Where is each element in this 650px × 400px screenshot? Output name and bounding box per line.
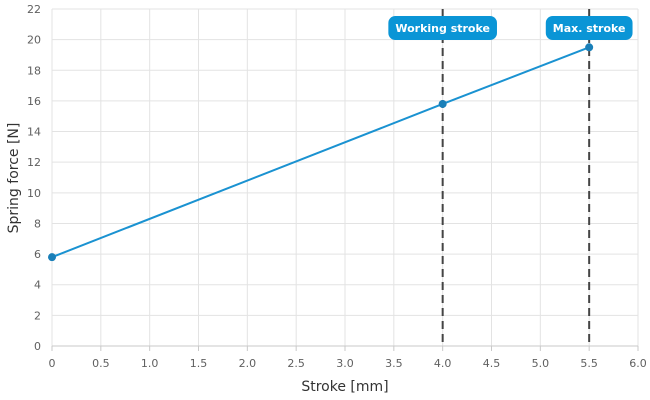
y-tick-label: 16: [27, 95, 41, 108]
x-tick-label: 4.5: [483, 357, 501, 370]
marker-label-text: Working stroke: [395, 22, 490, 35]
y-tick-label: 14: [27, 126, 41, 139]
x-axis-ticks: 0 0.5 1.0 1.5 2.0 2.5 3.0 3.5 4.0 4.5 5.0 5.5 6.0: [49, 345, 647, 370]
data-point: [48, 253, 56, 262]
y-tick-label: 8: [34, 217, 41, 230]
stroke-markers: [441, 9, 591, 346]
y-tick-label: 6: [34, 248, 41, 261]
marker-label-box: [388, 16, 497, 40]
x-tick-label: 2.5: [287, 357, 305, 370]
stroke-marker-labels: Working stroke Max. stroke: [388, 16, 633, 40]
x-tick-label: 4.0: [434, 357, 452, 370]
y-tick-label: 22: [27, 3, 41, 16]
y-tick-label: 12: [27, 156, 41, 169]
y-tick-label: 18: [27, 64, 41, 77]
data-point: [438, 99, 447, 108]
x-tick-label: 3.0: [336, 357, 354, 370]
marker-label: Max. stroke: [545, 16, 633, 40]
series-line: [51, 46, 590, 259]
x-gridlines: [51, 9, 639, 346]
x-tick-label: 1.5: [190, 357, 208, 370]
data-point: [585, 43, 594, 52]
x-tick-label: 0: [49, 357, 56, 370]
marker-label: Working stroke: [388, 16, 497, 40]
marker-label-box: [545, 16, 633, 40]
x-tick-label: 5.0: [532, 357, 550, 370]
x-tick-label: 3.5: [385, 357, 403, 370]
x-tick-label: 6.0: [629, 357, 647, 370]
series-layer: [48, 43, 594, 262]
y-tick-label: 4: [34, 279, 41, 292]
y-tick-label: 0: [34, 340, 41, 353]
y-axis-title: Spring force [N]: [6, 123, 22, 234]
x-axis-title: Stroke [mm]: [301, 379, 388, 395]
x-tick-label: 1.0: [141, 357, 159, 370]
y-axis-ticks: 0 2 4 6 8 10 12 14 16 18 20 22: [27, 3, 41, 353]
y-tick-label: 20: [27, 34, 41, 47]
x-tick-label: 2.0: [239, 357, 257, 370]
y-tick-label: 2: [34, 309, 41, 322]
marker-label-text: Max. stroke: [553, 22, 626, 35]
y-tick-label: 10: [27, 187, 41, 200]
x-tick-label: 0.5: [92, 357, 110, 370]
x-tick-label: 5.5: [580, 357, 598, 370]
